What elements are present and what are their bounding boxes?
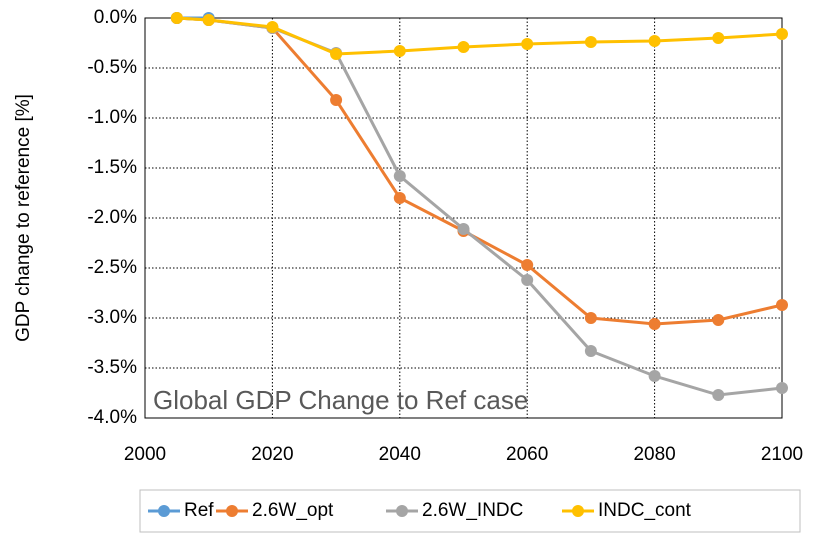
data-point (648, 370, 661, 382)
data-point (393, 192, 406, 204)
y-tick-label: 0.0% (94, 7, 137, 28)
plot-frame (144, 17, 783, 419)
x-tick-label: 2100 (761, 444, 803, 465)
legend-box (139, 489, 801, 533)
data-point (330, 48, 343, 60)
legend-label: 2.6W_INDC (422, 500, 523, 521)
legend-marker (226, 505, 238, 517)
data-point (170, 12, 183, 24)
data-point (712, 314, 725, 326)
y-axis-label: GDP change to reference [%] (13, 94, 34, 342)
y-tick-label: -1.5% (87, 157, 137, 178)
data-point (776, 382, 788, 394)
data-point (266, 21, 279, 33)
legend-label: 2.6W_opt (252, 500, 334, 521)
y-tick-label: -1.0% (87, 107, 137, 128)
y-tick-label: -3.0% (87, 307, 137, 328)
data-point (712, 389, 725, 401)
data-point (776, 28, 788, 40)
data-point (393, 45, 406, 57)
y-tick-label: -4.0% (87, 407, 137, 428)
data-point (457, 223, 470, 235)
legend-marker (158, 505, 170, 517)
x-tick-label: 2080 (633, 444, 675, 465)
data-point (712, 32, 725, 44)
data-point (521, 38, 534, 50)
data-point (521, 274, 534, 286)
legend-label: Ref (184, 500, 214, 521)
x-tick-label: 2000 (124, 444, 166, 465)
legend-label: INDC_cont (598, 500, 692, 521)
x-tick-label: 2020 (251, 444, 293, 465)
y-tick-label: -0.5% (87, 57, 137, 78)
data-point (393, 170, 406, 182)
y-tick-label: -3.5% (87, 357, 137, 378)
data-point (457, 41, 470, 53)
data-point (648, 35, 661, 47)
annotation: Global GDP Change to Ref case (153, 385, 528, 415)
data-point (330, 94, 343, 106)
data-point (584, 345, 597, 357)
legend-marker (572, 505, 584, 517)
data-point (202, 14, 215, 26)
data-point (584, 36, 597, 48)
x-tick-label: 2060 (506, 444, 548, 465)
y-tick-label: -2.5% (87, 257, 137, 278)
data-point (648, 318, 661, 330)
data-point (584, 312, 597, 324)
data-point (521, 259, 534, 271)
data-point (776, 299, 788, 311)
x-tick-label: 2040 (379, 444, 421, 465)
y-tick-label: -2.0% (87, 207, 137, 228)
legend-marker (396, 505, 408, 517)
